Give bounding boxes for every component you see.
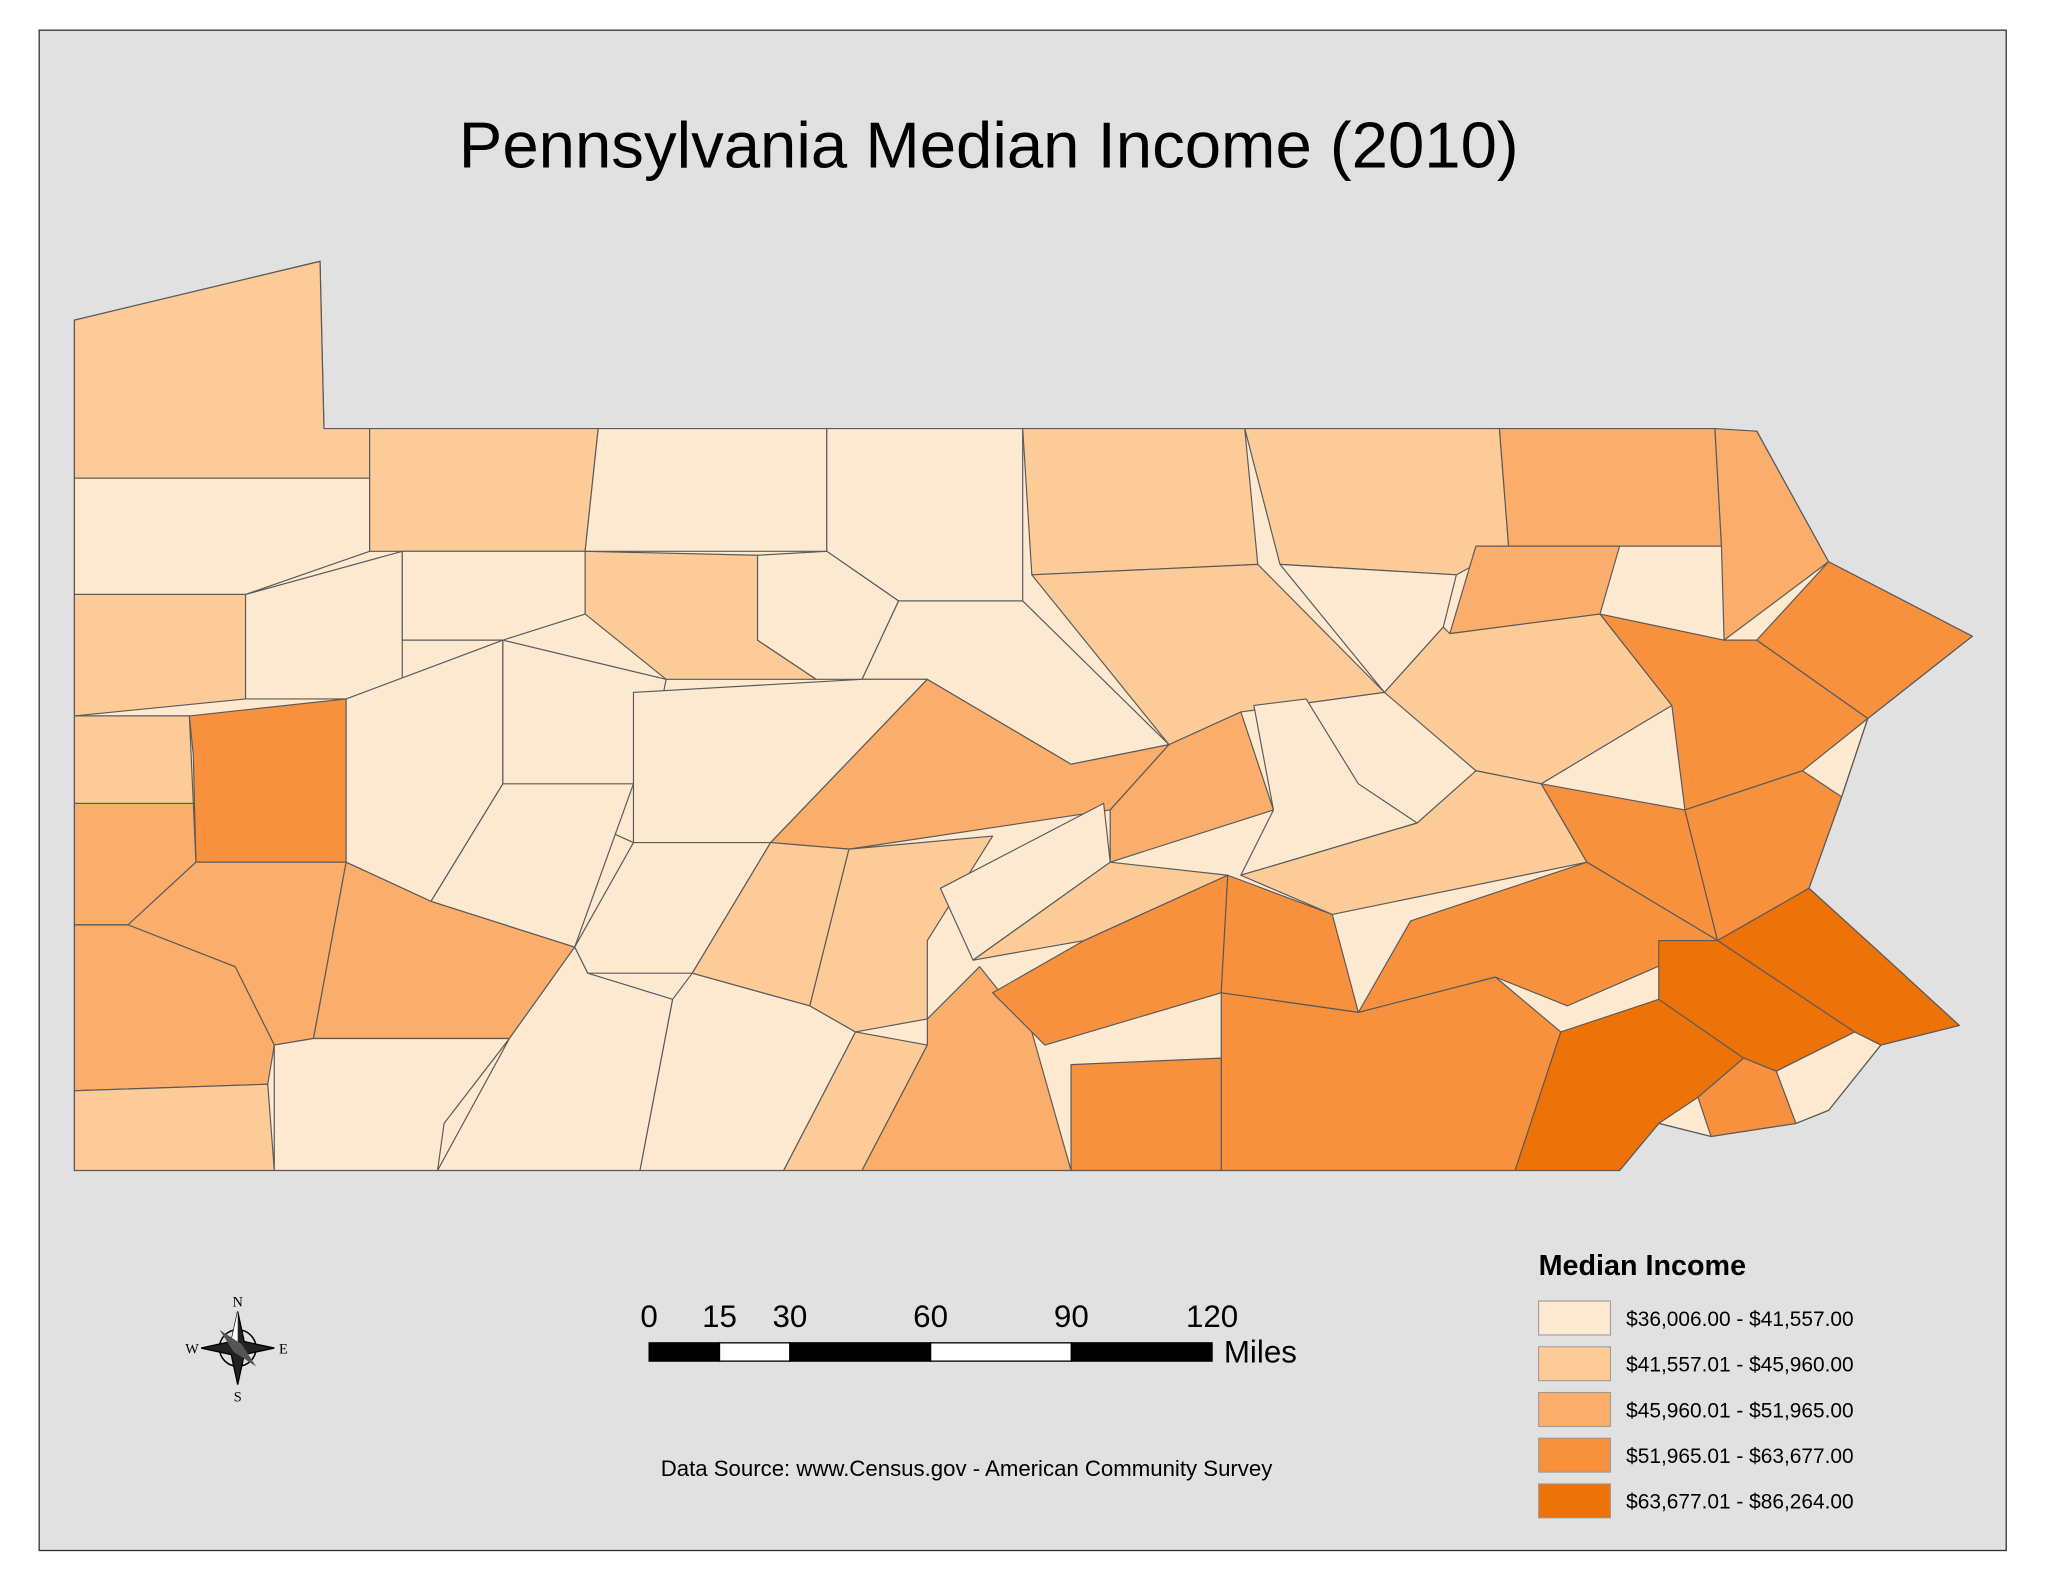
legend-label: $41,557.01 - $45,960.00 xyxy=(1626,1354,1854,1377)
data-source: Data Source: www.Census.gov - American C… xyxy=(661,1456,1274,1481)
legend-swatch xyxy=(1538,1346,1611,1382)
county xyxy=(73,1083,275,1172)
compass-s: S xyxy=(234,1390,242,1406)
county xyxy=(574,842,772,974)
compass-w: W xyxy=(185,1341,199,1357)
county xyxy=(1022,427,1259,576)
legend-label: $36,006.00 - $41,557.00 xyxy=(1626,1308,1854,1331)
legend-label: $63,677.01 - $86,264.00 xyxy=(1626,1491,1854,1514)
scale-tick-label: 0 xyxy=(640,1299,657,1334)
county xyxy=(73,477,371,596)
county xyxy=(584,427,828,552)
scale-segment xyxy=(718,1342,791,1362)
county xyxy=(73,593,247,717)
county xyxy=(1070,1057,1222,1172)
compass-diag xyxy=(219,1329,256,1367)
counties xyxy=(73,260,1974,1172)
county xyxy=(1714,427,1830,641)
county xyxy=(369,427,599,552)
compass: N S E W xyxy=(185,1294,288,1405)
legend-swatch xyxy=(1538,1391,1611,1427)
scale-unit: Miles xyxy=(1224,1334,1297,1369)
scale-tick-label: 120 xyxy=(1186,1299,1238,1334)
legend-swatch xyxy=(1538,1300,1611,1336)
compass-e: E xyxy=(279,1341,288,1357)
county xyxy=(188,698,347,863)
legend-swatch xyxy=(1538,1437,1611,1473)
county xyxy=(1684,770,1843,942)
scale-segment xyxy=(648,1342,721,1362)
county xyxy=(1244,427,1510,576)
compass-n: N xyxy=(233,1294,244,1310)
scale-tick-label: 90 xyxy=(1054,1299,1089,1334)
county xyxy=(430,783,635,948)
county xyxy=(992,874,1229,1046)
scale-segment xyxy=(789,1342,932,1362)
scale-tick-label: 30 xyxy=(772,1299,807,1334)
scale-tick-label: 60 xyxy=(913,1299,948,1334)
legend-swatch xyxy=(1538,1483,1611,1519)
county xyxy=(273,1037,510,1172)
legend-label: $45,960.01 - $51,965.00 xyxy=(1626,1399,1854,1422)
scale-segment xyxy=(1070,1342,1213,1362)
map-title: Pennsylvania Median Income (2010) xyxy=(459,108,1519,181)
county xyxy=(1109,711,1275,863)
legend-title: Median Income xyxy=(1539,1250,1746,1282)
county xyxy=(1220,976,1562,1172)
scale-bar: Miles 0 15 30 60 90 120 xyxy=(640,1299,1297,1369)
county xyxy=(1498,427,1723,547)
legend: Median Income $36,006.00 - $41,557.00 $41… xyxy=(1538,1250,1854,1519)
county xyxy=(401,550,586,641)
scale-tick-label: 15 xyxy=(702,1299,737,1334)
county xyxy=(1775,1031,1882,1124)
county xyxy=(73,715,194,804)
legend-label: $51,965.01 - $63,677.00 xyxy=(1626,1445,1854,1468)
county xyxy=(1599,613,1869,811)
scale-segment xyxy=(929,1342,1072,1362)
